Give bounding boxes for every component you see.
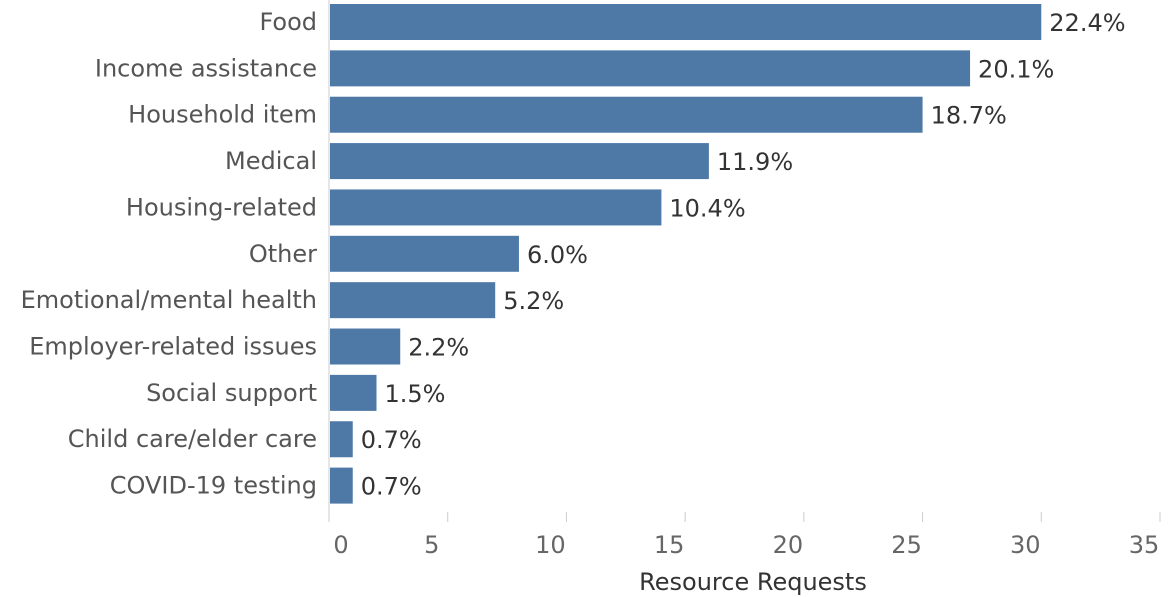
category-label: Housing-related: [126, 193, 317, 221]
category-label: Emotional/mental health: [21, 286, 317, 314]
data-label: 5.2%: [503, 287, 564, 315]
x-axis: 0 5 10 15 20 25 30 35: [328, 0, 1161, 559]
data-label: 6.0%: [527, 241, 588, 269]
x-tick-label: 10: [535, 531, 566, 559]
bar: [330, 235, 519, 272]
bar: [330, 282, 496, 319]
bars-group: [330, 4, 1042, 504]
data-label: 20.1%: [978, 55, 1054, 83]
bar: [330, 328, 401, 365]
x-tick-label: 30: [1010, 531, 1041, 559]
x-tick-label: 15: [654, 531, 685, 559]
x-tick-label: 20: [773, 531, 804, 559]
bar: [330, 4, 1042, 40]
x-tick-label: 35: [1129, 531, 1160, 559]
x-axis-title: Resource Requests: [639, 568, 867, 596]
x-tick-label: 5: [424, 531, 439, 559]
bar: [330, 374, 377, 411]
bar: [330, 96, 923, 133]
data-label: 0.7%: [361, 426, 422, 454]
data-label: 2.2%: [408, 334, 469, 362]
value-labels: 22.4% 20.1% 18.7% 11.9% 10.4% 6.0% 5.2% 2.2% 1.5…: [361, 9, 1126, 501]
category-label: Medical: [225, 147, 317, 175]
bar: [330, 467, 353, 504]
category-label: Child care/elder care: [68, 425, 317, 453]
category-label: Employer-related issues: [29, 333, 317, 361]
category-labels: Food Income assistance Household item Medic…: [21, 8, 318, 500]
category-label: Other: [249, 240, 317, 268]
bar: [330, 421, 353, 458]
x-tick-label: 0: [333, 531, 348, 559]
data-label: 11.9%: [717, 148, 793, 176]
category-label: Social support: [146, 379, 317, 407]
data-label: 0.7%: [361, 473, 422, 501]
category-label: Food: [259, 8, 317, 36]
bar: [330, 189, 662, 226]
bar: [330, 143, 709, 180]
data-label: 10.4%: [669, 194, 745, 222]
data-label: 1.5%: [384, 380, 445, 408]
category-label: Household item: [128, 101, 317, 129]
category-label: COVID-19 testing: [110, 472, 317, 500]
x-tick-label: 25: [891, 531, 922, 559]
category-label: Income assistance: [95, 54, 317, 82]
data-label: 22.4%: [1049, 9, 1125, 37]
bar: [330, 50, 971, 87]
data-label: 18.7%: [931, 102, 1007, 130]
